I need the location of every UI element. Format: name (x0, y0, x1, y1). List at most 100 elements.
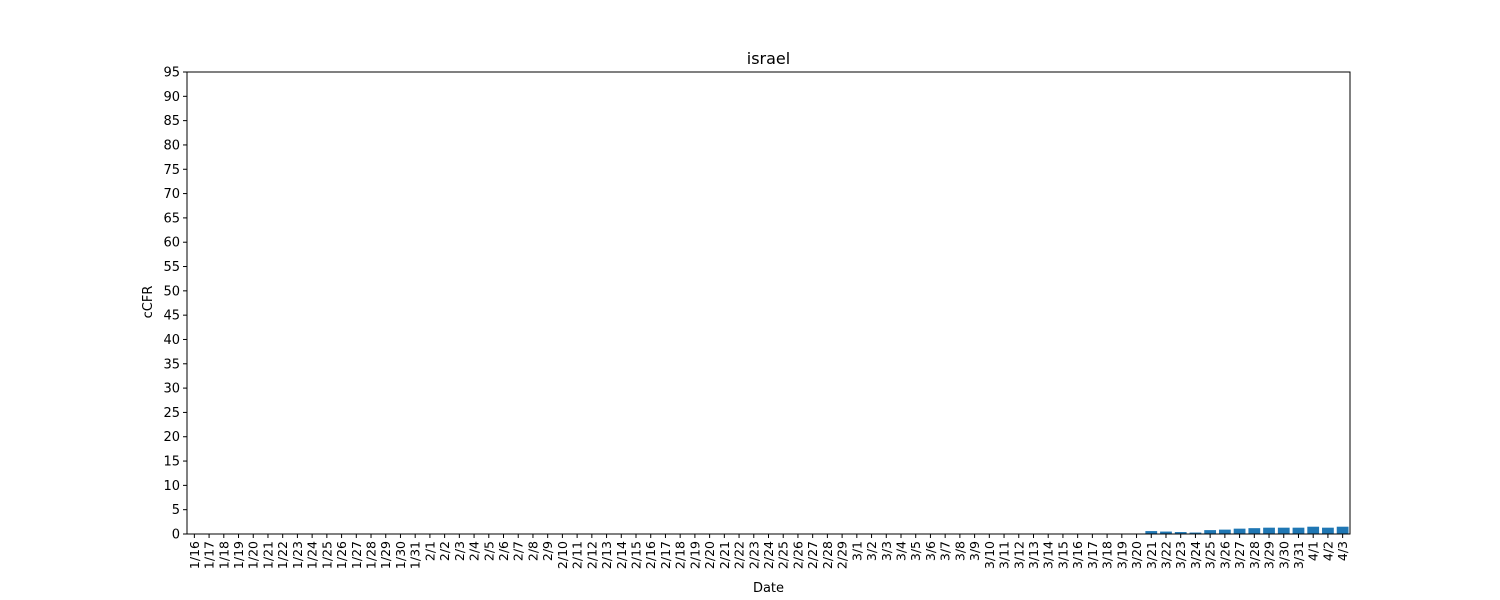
x-tick-label: 3/15 (1055, 541, 1070, 569)
x-tick-label: 1/22 (275, 541, 290, 569)
x-tick-label: 1/26 (334, 541, 349, 569)
x-tick-label: 3/4 (893, 541, 908, 561)
x-tick-label: 2/26 (790, 541, 805, 569)
bar-3-29 (1263, 527, 1275, 534)
x-tick-label: 2/12 (584, 541, 599, 569)
y-tick-label: 85 (163, 114, 180, 129)
bar-4-2 (1322, 527, 1334, 534)
y-tick-label: 90 (163, 90, 180, 105)
x-tick-label: 2/24 (761, 541, 776, 569)
x-tick-label: 3/3 (879, 541, 894, 561)
x-tick-label: 1/31 (408, 541, 423, 569)
x-tick-label: 2/29 (835, 541, 850, 569)
y-tick-label: 20 (163, 430, 180, 445)
x-tick-label: 2/7 (511, 541, 526, 561)
x-tick-label: 1/29 (378, 541, 393, 569)
x-tick-label: 1/25 (319, 541, 334, 569)
x-tick-label: 3/26 (1217, 541, 1232, 569)
x-tick-label: 3/31 (1291, 541, 1306, 569)
x-tick-label: 1/27 (349, 541, 364, 569)
chart-title: israel (747, 49, 790, 68)
y-tick-label: 70 (163, 187, 180, 202)
x-ticks-group: 1/16 1/17 1/18 1/19 1/20 1/21 1/22 1/23 1/24 1/25… (187, 534, 1350, 569)
x-tick-label: 2/1 (422, 541, 437, 561)
x-tick-label: 4/3 (1335, 541, 1350, 561)
x-tick-label: 1/21 (260, 541, 275, 569)
x-tick-label: 2/16 (643, 541, 658, 569)
x-tick-label: 3/12 (1011, 541, 1026, 569)
x-tick-label: 2/21 (717, 541, 732, 569)
x-tick-label: 3/11 (997, 541, 1012, 569)
bars-group (1145, 526, 1349, 534)
y-tick-label: 95 (163, 66, 180, 81)
x-tick-label: 2/8 (525, 541, 540, 561)
y-tick-label: 50 (163, 284, 180, 299)
x-tick-label: 3/18 (1100, 541, 1115, 569)
y-tick-label: 65 (163, 211, 180, 226)
y-tick-label: 40 (163, 333, 180, 348)
x-tick-label: 1/24 (305, 541, 320, 569)
x-tick-label: 2/5 (481, 541, 496, 561)
x-tick-label: 3/19 (1114, 541, 1129, 569)
x-tick-label: 3/1 (849, 541, 864, 561)
y-tick-label: 25 (163, 406, 180, 421)
x-tick-label: 3/21 (1144, 541, 1159, 569)
x-tick-label: 3/14 (1041, 541, 1056, 569)
x-tick-label: 3/5 (908, 541, 923, 561)
y-tick-label: 80 (163, 138, 180, 153)
x-tick-label: 2/18 (673, 541, 688, 569)
x-tick-label: 3/24 (1188, 541, 1203, 569)
bar-4-1 (1307, 526, 1320, 534)
x-tick-label: 2/19 (687, 541, 702, 569)
x-tick-label: 3/27 (1232, 541, 1247, 569)
x-tick-label: 2/4 (467, 541, 482, 561)
y-tick-label: 55 (163, 260, 180, 275)
y-tick-label: 60 (163, 236, 180, 251)
x-tick-label: 2/10 (555, 541, 570, 569)
x-tick-label: 1/16 (187, 541, 202, 569)
x-tick-label: 2/6 (496, 541, 511, 561)
y-tick-label: 45 (163, 309, 180, 324)
x-tick-label: 2/15 (629, 541, 644, 569)
x-tick-label: 2/13 (599, 541, 614, 569)
bar-3-24 (1189, 532, 1202, 534)
x-tick-label: 3/13 (1026, 541, 1041, 569)
x-tick-label: 3/22 (1158, 541, 1173, 569)
x-tick-label: 3/25 (1203, 541, 1218, 569)
x-tick-label: 2/28 (820, 541, 835, 569)
x-tick-label: 3/20 (1129, 541, 1144, 569)
x-tick-label: 3/7 (938, 541, 953, 561)
x-tick-label: 3/9 (967, 541, 982, 561)
bar-3-30 (1277, 527, 1290, 534)
x-tick-label: 1/19 (231, 541, 246, 569)
x-tick-label: 2/14 (614, 541, 629, 569)
x-tick-label: 1/30 (393, 541, 408, 569)
bar-3-21 (1145, 531, 1158, 534)
y-tick-label: 35 (163, 357, 180, 372)
bar-3-26 (1218, 529, 1231, 534)
y-tick-label: 15 (163, 455, 180, 470)
x-tick-label: 3/29 (1262, 541, 1277, 569)
x-tick-label: 1/20 (246, 541, 261, 569)
x-tick-label: 1/18 (216, 541, 231, 569)
plot-area-frame (186, 71, 1351, 535)
x-tick-label: 2/23 (746, 541, 761, 569)
x-tick-label: 2/9 (540, 541, 555, 561)
x-tick-label: 2/11 (570, 541, 585, 569)
y-tick-label: 30 (163, 382, 180, 397)
bar-3-22 (1160, 531, 1172, 534)
x-tick-label: 3/30 (1276, 541, 1291, 569)
x-tick-label: 3/8 (952, 541, 967, 561)
bar-3-25 (1204, 530, 1217, 534)
x-tick-label: 2/25 (776, 541, 791, 569)
y-tick-label: 75 (163, 163, 180, 178)
x-tick-label: 2/27 (805, 541, 820, 569)
x-tick-label: 1/23 (290, 541, 305, 569)
x-tick-label: 3/6 (923, 541, 938, 561)
x-tick-label: 3/10 (982, 541, 997, 569)
x-tick-label: 1/17 (202, 541, 217, 569)
y-tick-label: 0 (172, 528, 180, 543)
x-tick-label: 2/20 (702, 541, 717, 569)
bar-3-28 (1248, 528, 1261, 534)
